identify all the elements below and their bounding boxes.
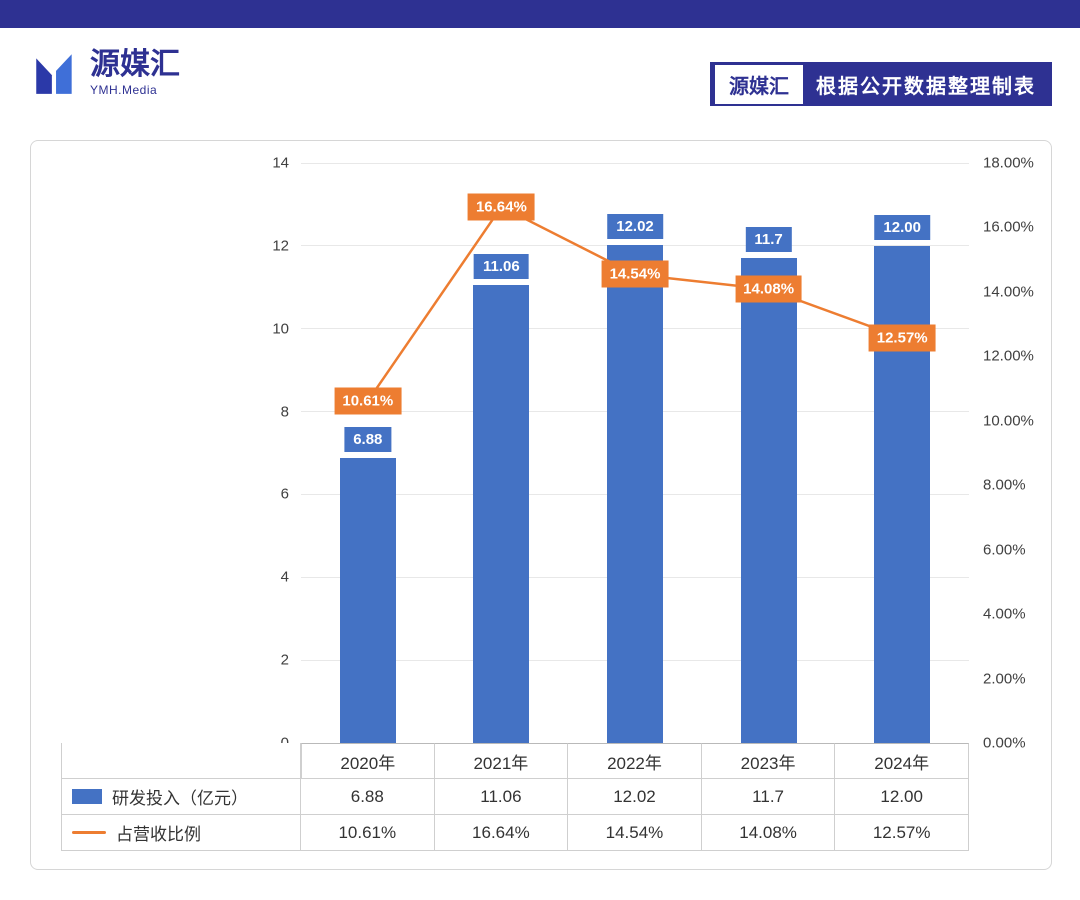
line-point-label: 16.64% — [467, 193, 535, 221]
right-axis-tick: 16.00% — [983, 218, 1034, 236]
line-point-label: 10.61% — [334, 387, 402, 415]
ymh-logo-icon — [36, 54, 72, 94]
table-cell: 14.54% — [568, 815, 702, 851]
table-legend-spacer — [61, 743, 301, 779]
chart-card: 024681012140.00%2.00%4.00%6.00%8.00%10.0… — [30, 140, 1052, 870]
right-axis-tick: 8.00% — [983, 476, 1026, 494]
table-cell: 11.7 — [701, 779, 836, 815]
bar — [740, 258, 797, 743]
logo-subtitle: YMH.Media — [90, 82, 158, 97]
legend-swatch-bar — [72, 789, 102, 804]
left-axis-tick: 2 — [280, 651, 289, 669]
left-axis-tick: 4 — [280, 568, 289, 586]
table-cell: 11.06 — [434, 779, 569, 815]
bar-value-label: 11.06 — [474, 253, 529, 279]
left-axis-tick: 10 — [272, 320, 289, 338]
bar-value-label: 11.7 — [745, 227, 792, 253]
legend-label: 占营收比例 — [116, 825, 201, 844]
table-cell: 12.02 — [568, 779, 702, 815]
logo-text: 源媒汇 YMH.Media — [90, 49, 180, 97]
left-axis-tick: 8 — [280, 403, 289, 421]
left-axis-tick: 6 — [280, 485, 289, 503]
x-axis-label: 2021年 — [434, 743, 569, 779]
table-cell: 12.00 — [835, 779, 969, 815]
table-cell: 14.08% — [701, 815, 836, 851]
top-banner-bar — [0, 0, 1080, 28]
bar-value-label: 12.00 — [874, 214, 930, 240]
table-cell: 12.57% — [835, 815, 969, 851]
source-badge: 源媒汇 根据公开数据整理制表 — [710, 62, 1052, 106]
legend-marker-line — [72, 831, 106, 834]
badge-brand: 源媒汇 — [714, 63, 804, 105]
x-axis-label: 2023年 — [701, 743, 836, 779]
x-axis-label: 2020年 — [301, 743, 435, 779]
table-cell: 10.61% — [301, 815, 435, 851]
left-axis-tick: 14 — [272, 154, 289, 172]
legend-label: 研发投入（亿元） — [112, 789, 248, 808]
table-cell: 16.64% — [434, 815, 569, 851]
right-axis-tick: 2.00% — [983, 670, 1026, 688]
bar-value-label: 6.88 — [344, 426, 392, 452]
right-axis-tick: 10.00% — [983, 412, 1034, 430]
bar-value-label: 12.02 — [607, 214, 663, 240]
x-axis-label: 2022年 — [568, 743, 702, 779]
legend-item: 占营收比例 — [61, 815, 301, 851]
bar — [607, 245, 663, 743]
gridline — [301, 162, 969, 164]
right-axis-tick: 12.00% — [983, 347, 1034, 365]
line-point-label: 14.08% — [735, 275, 803, 303]
bar — [473, 284, 530, 743]
right-axis-tick: 0.00% — [983, 734, 1026, 752]
line-point-label: 14.54% — [601, 260, 669, 288]
logo: 源媒汇 YMH.Media — [30, 48, 180, 98]
right-axis-tick: 4.00% — [983, 605, 1026, 623]
badge-note: 根据公开数据整理制表 — [816, 75, 1036, 98]
x-axis-label: 2024年 — [835, 743, 969, 779]
left-axis-tick: 12 — [272, 237, 289, 255]
right-axis-tick: 6.00% — [983, 541, 1026, 559]
right-axis-tick: 18.00% — [983, 154, 1034, 172]
table-cell: 6.88 — [301, 779, 435, 815]
trend-line — [366, 205, 903, 402]
bar — [339, 457, 396, 743]
right-axis-tick: 14.00% — [983, 283, 1034, 301]
line-point-label: 12.57% — [868, 324, 936, 352]
logo-title: 源媒汇 — [90, 48, 180, 82]
legend-item: 研发投入（亿元） — [61, 779, 301, 815]
